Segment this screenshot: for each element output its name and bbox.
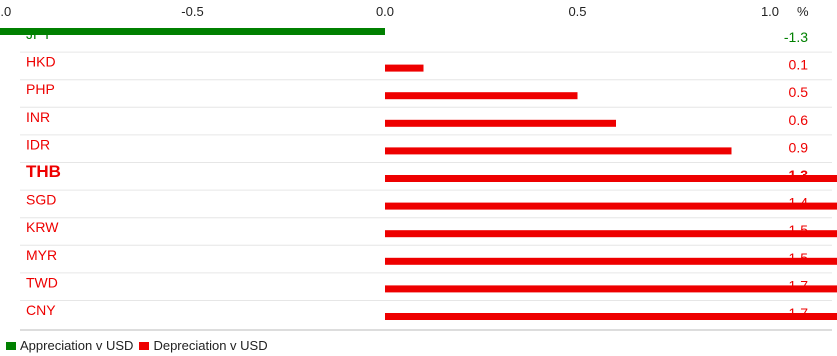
x-tick-label: 1.0: [761, 4, 779, 19]
legend-item-appreciation: Appreciation v USD: [6, 338, 133, 353]
legend-label-appreciation: Appreciation v USD: [20, 338, 134, 353]
chart-row: INR 0.6: [20, 109, 832, 136]
bar: [385, 147, 732, 155]
bar: [385, 202, 837, 210]
bar: [385, 230, 837, 238]
category-label: SGD: [26, 192, 56, 208]
legend: Appreciation v USD Depreciation v USD: [6, 338, 274, 353]
bar: [385, 175, 837, 182]
chart-row: SGD 1.4: [20, 192, 837, 219]
legend-item-depreciation: Depreciation v USD: [139, 338, 268, 353]
chart-row: HKD 0.1: [20, 54, 832, 81]
category-label: KRW: [26, 219, 59, 235]
category-label: MYR: [26, 247, 57, 263]
value-label: 0.5: [789, 84, 809, 100]
category-label: TWD: [26, 274, 58, 290]
value-label: 1.4: [789, 195, 809, 211]
chart-row: JPY-1.3: [0, 26, 832, 53]
category-label: PHP: [26, 81, 55, 97]
bar: [0, 28, 385, 35]
chart-row: PHP 0.5: [20, 81, 832, 108]
value-label: 0.9: [789, 139, 809, 155]
bar: [385, 119, 616, 127]
category-label: HKD: [26, 54, 56, 70]
value-label: 1.3: [789, 167, 809, 183]
category-label: THB: [26, 162, 61, 181]
category-label: INR: [26, 109, 50, 125]
value-label: -1.3: [784, 29, 808, 45]
value-label: 1.7: [789, 277, 809, 293]
bar: [385, 285, 837, 293]
x-tick-label: -1.0: [0, 4, 11, 19]
legend-swatch-depreciation: [139, 341, 150, 350]
category-label: CNY: [26, 302, 56, 318]
value-label: 1.5: [789, 250, 809, 266]
bar: [385, 92, 578, 100]
chart-row: THB 1.3: [20, 162, 837, 191]
value-label: 0.1: [789, 57, 809, 73]
legend-swatch-appreciation: [6, 341, 16, 350]
x-tick-label: 0.5: [568, 4, 586, 19]
bar-chart: -1.5-1.0-0.50.00.51.01.52.0 % JPY-1.3HKD…: [0, 4, 837, 331]
chart-row: IDR 0.9: [20, 136, 832, 163]
unit-label: %: [797, 4, 809, 19]
legend-label-depreciation: Depreciation v USD: [153, 338, 268, 353]
category-label: IDR: [26, 136, 50, 152]
bar: [385, 64, 424, 72]
chart-row: TWD 1.7: [20, 274, 837, 301]
x-tick-label: 0.0: [376, 4, 394, 19]
x-tick-label: -0.5: [181, 4, 203, 19]
bar: [385, 257, 837, 265]
value-label: 1.5: [789, 222, 809, 238]
chart-row: CNY 1.7: [26, 302, 837, 321]
value-label: 0.6: [789, 112, 809, 128]
bar: [385, 313, 837, 320]
chart-row: KRW 1.5: [20, 219, 837, 246]
value-label: 1.7: [789, 305, 809, 321]
x-axis-ticks: -1.5-1.0-0.50.00.51.01.52.0: [0, 4, 779, 19]
chart-row: MYR 1.5: [20, 247, 837, 274]
